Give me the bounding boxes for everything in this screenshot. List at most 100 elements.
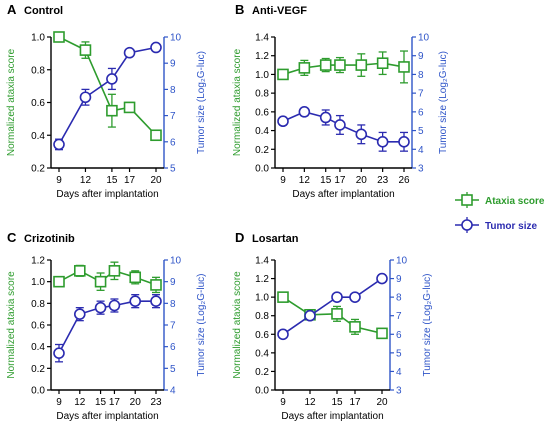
panel-b: B Anti-VEGF 0.0 0.2 0.4 0.6 0.8 1.0 1.2 1.4 3 4 5 6 7 8… (232, 2, 449, 200)
x-tick-label: 15 (106, 175, 118, 186)
left-tick-label: 0.2 (255, 145, 269, 156)
ataxia-series (53, 261, 162, 294)
tumor-point (94, 301, 107, 314)
left-tick-label: 0.4 (31, 131, 45, 142)
right-tick-label: 6 (418, 107, 424, 118)
x-tick-label: 15 (320, 175, 332, 186)
right-tick-label: 7 (418, 89, 424, 100)
x-tick-label: 9 (56, 175, 62, 186)
right-tick-label: 3 (396, 386, 402, 397)
right-tick-label: 7 (170, 321, 176, 332)
left-tick-label: 0.8 (31, 65, 45, 76)
tumor-point (355, 128, 368, 141)
panel-title: Control (24, 5, 63, 17)
ataxia-point (53, 31, 65, 43)
right-tick-label: 5 (170, 364, 176, 375)
left-axis-label: Normalized ataxia score (232, 48, 243, 156)
x-tick-label: 20 (150, 175, 162, 186)
panel-letter: C (7, 230, 17, 245)
ataxia-point (319, 59, 332, 71)
ataxia-point (150, 279, 162, 291)
ataxia-point (123, 101, 136, 114)
left-tick-label: 0.6 (255, 107, 269, 118)
tumor-point (319, 111, 332, 124)
left-tick-label: 0.0 (255, 164, 269, 175)
right-tick-label: 10 (418, 33, 430, 44)
ataxia-point (106, 104, 118, 117)
ataxia-point (298, 62, 311, 74)
right-tick-label: 6 (170, 342, 176, 353)
x-axis-label: Days after implantation (292, 189, 394, 200)
left-tick-label: 0.2 (31, 364, 45, 375)
ataxia-point (79, 44, 92, 56)
tumor-point (79, 91, 92, 104)
left-tick-label: 0.6 (31, 321, 45, 332)
panel-title: Crizotinib (24, 233, 75, 245)
x-tick-label: 9 (280, 397, 286, 408)
x-tick-label: 9 (280, 175, 286, 186)
x-tick-label: 17 (109, 397, 121, 408)
tumor-point (349, 291, 361, 303)
ataxia-point (349, 321, 361, 333)
tumor-point (334, 119, 346, 131)
right-tick-label: 8 (170, 299, 176, 310)
left-tick-label: 1.0 (31, 33, 45, 44)
ataxia-point (376, 327, 388, 340)
left-tick-label: 0.8 (31, 299, 45, 310)
right-tick-label: 9 (170, 277, 176, 288)
x-tick-label: 12 (299, 175, 311, 186)
tumor-point (376, 272, 388, 285)
tumor-point (106, 73, 118, 85)
panel-title: Anti-VEGF (252, 5, 307, 17)
right-tick-label: 7 (396, 311, 402, 322)
ataxia-point (53, 275, 65, 288)
tumor-point (331, 291, 343, 303)
x-tick-label: 17 (124, 175, 136, 186)
x-tick-label: 17 (349, 397, 361, 408)
ataxia-point (398, 61, 410, 73)
ataxia-series (277, 50, 410, 84)
tumor-point (304, 309, 316, 322)
right-tick-label: 4 (396, 367, 402, 378)
series-line (58, 36, 157, 136)
panel-a: A Control 0.2 0.4 0.6 0.8 1.0 5 6 7 8 9 10 9 12 15 17 20 D… (6, 2, 207, 200)
x-axis-label: Days after implantation (56, 411, 158, 422)
tumor-series (53, 294, 162, 363)
tumor-point (376, 136, 389, 148)
ataxia-point (334, 59, 346, 71)
panel-c: C Crizotinib 0.0 0.2 0.4 0.6 0.8 1.0 1.2 4 5 6 7 8 9 10… (6, 230, 207, 422)
panel-letter: D (235, 230, 244, 245)
right-tick-label: 8 (396, 293, 402, 304)
panel-letter: A (7, 2, 17, 17)
x-tick-label: 20 (130, 397, 142, 408)
tumor-point (108, 299, 121, 312)
tumor-point (277, 115, 289, 128)
right-tick-label: 5 (418, 126, 424, 137)
tumor-series (277, 272, 388, 341)
tumor-point (298, 106, 311, 118)
right-tick-label: 9 (396, 274, 402, 285)
right-tick-label: 9 (170, 59, 176, 70)
left-tick-label: 0.6 (31, 98, 45, 109)
panel-title: Losartan (252, 233, 299, 245)
tumor-point (150, 295, 162, 307)
right-tick-label: 5 (170, 164, 176, 175)
right-axis-label: Tumor size (Log₂G-luc) (196, 51, 207, 154)
tumor-point (129, 295, 142, 307)
left-tick-label: 0.4 (31, 342, 45, 353)
tumor-point (150, 41, 162, 54)
tumor-point (123, 46, 136, 59)
series-line (58, 269, 157, 286)
x-tick-label: 15 (95, 397, 107, 408)
x-axis-label: Days after implantation (281, 411, 383, 422)
ataxia-point (277, 291, 289, 303)
left-tick-label: 0.8 (255, 89, 269, 100)
left-tick-label: 1.0 (255, 70, 269, 81)
legend: Ataxia score Tumor size (455, 192, 545, 233)
left-tick-label: 0.8 (255, 311, 269, 322)
right-tick-label: 4 (418, 145, 424, 156)
tumor-point (53, 138, 65, 151)
legend-label: Ataxia score (485, 196, 545, 207)
x-tick-label: 20 (356, 175, 368, 186)
